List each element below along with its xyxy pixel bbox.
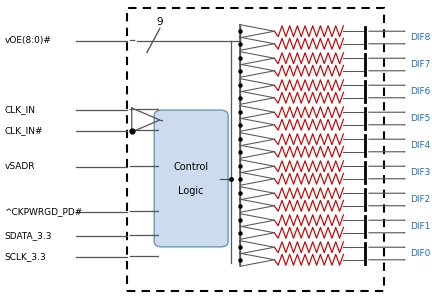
Text: DIF7: DIF7 [410, 60, 431, 69]
Text: SDATA_3.3: SDATA_3.3 [4, 231, 52, 240]
Text: CLK_IN: CLK_IN [4, 105, 35, 114]
Text: vSADR: vSADR [4, 162, 35, 171]
Text: Control: Control [174, 161, 209, 172]
Text: DIF5: DIF5 [410, 114, 431, 123]
Text: DIF0: DIF0 [410, 249, 431, 258]
Text: DIF6: DIF6 [410, 87, 431, 96]
Text: CLK_IN#: CLK_IN# [4, 126, 43, 135]
Text: SCLK_3.3: SCLK_3.3 [4, 252, 46, 261]
Text: DIF1: DIF1 [410, 222, 431, 231]
Text: ^CKPWRGD_PD#: ^CKPWRGD_PD# [4, 207, 83, 216]
Text: Logic: Logic [178, 185, 204, 196]
Text: DIF2: DIF2 [410, 195, 431, 204]
Text: DIF4: DIF4 [410, 141, 431, 150]
FancyBboxPatch shape [154, 110, 228, 247]
Text: DIF8: DIF8 [410, 33, 431, 42]
Text: vOE(8:0)#: vOE(8:0)# [4, 36, 51, 45]
Text: 9: 9 [157, 17, 163, 27]
Text: DIF3: DIF3 [410, 168, 431, 177]
